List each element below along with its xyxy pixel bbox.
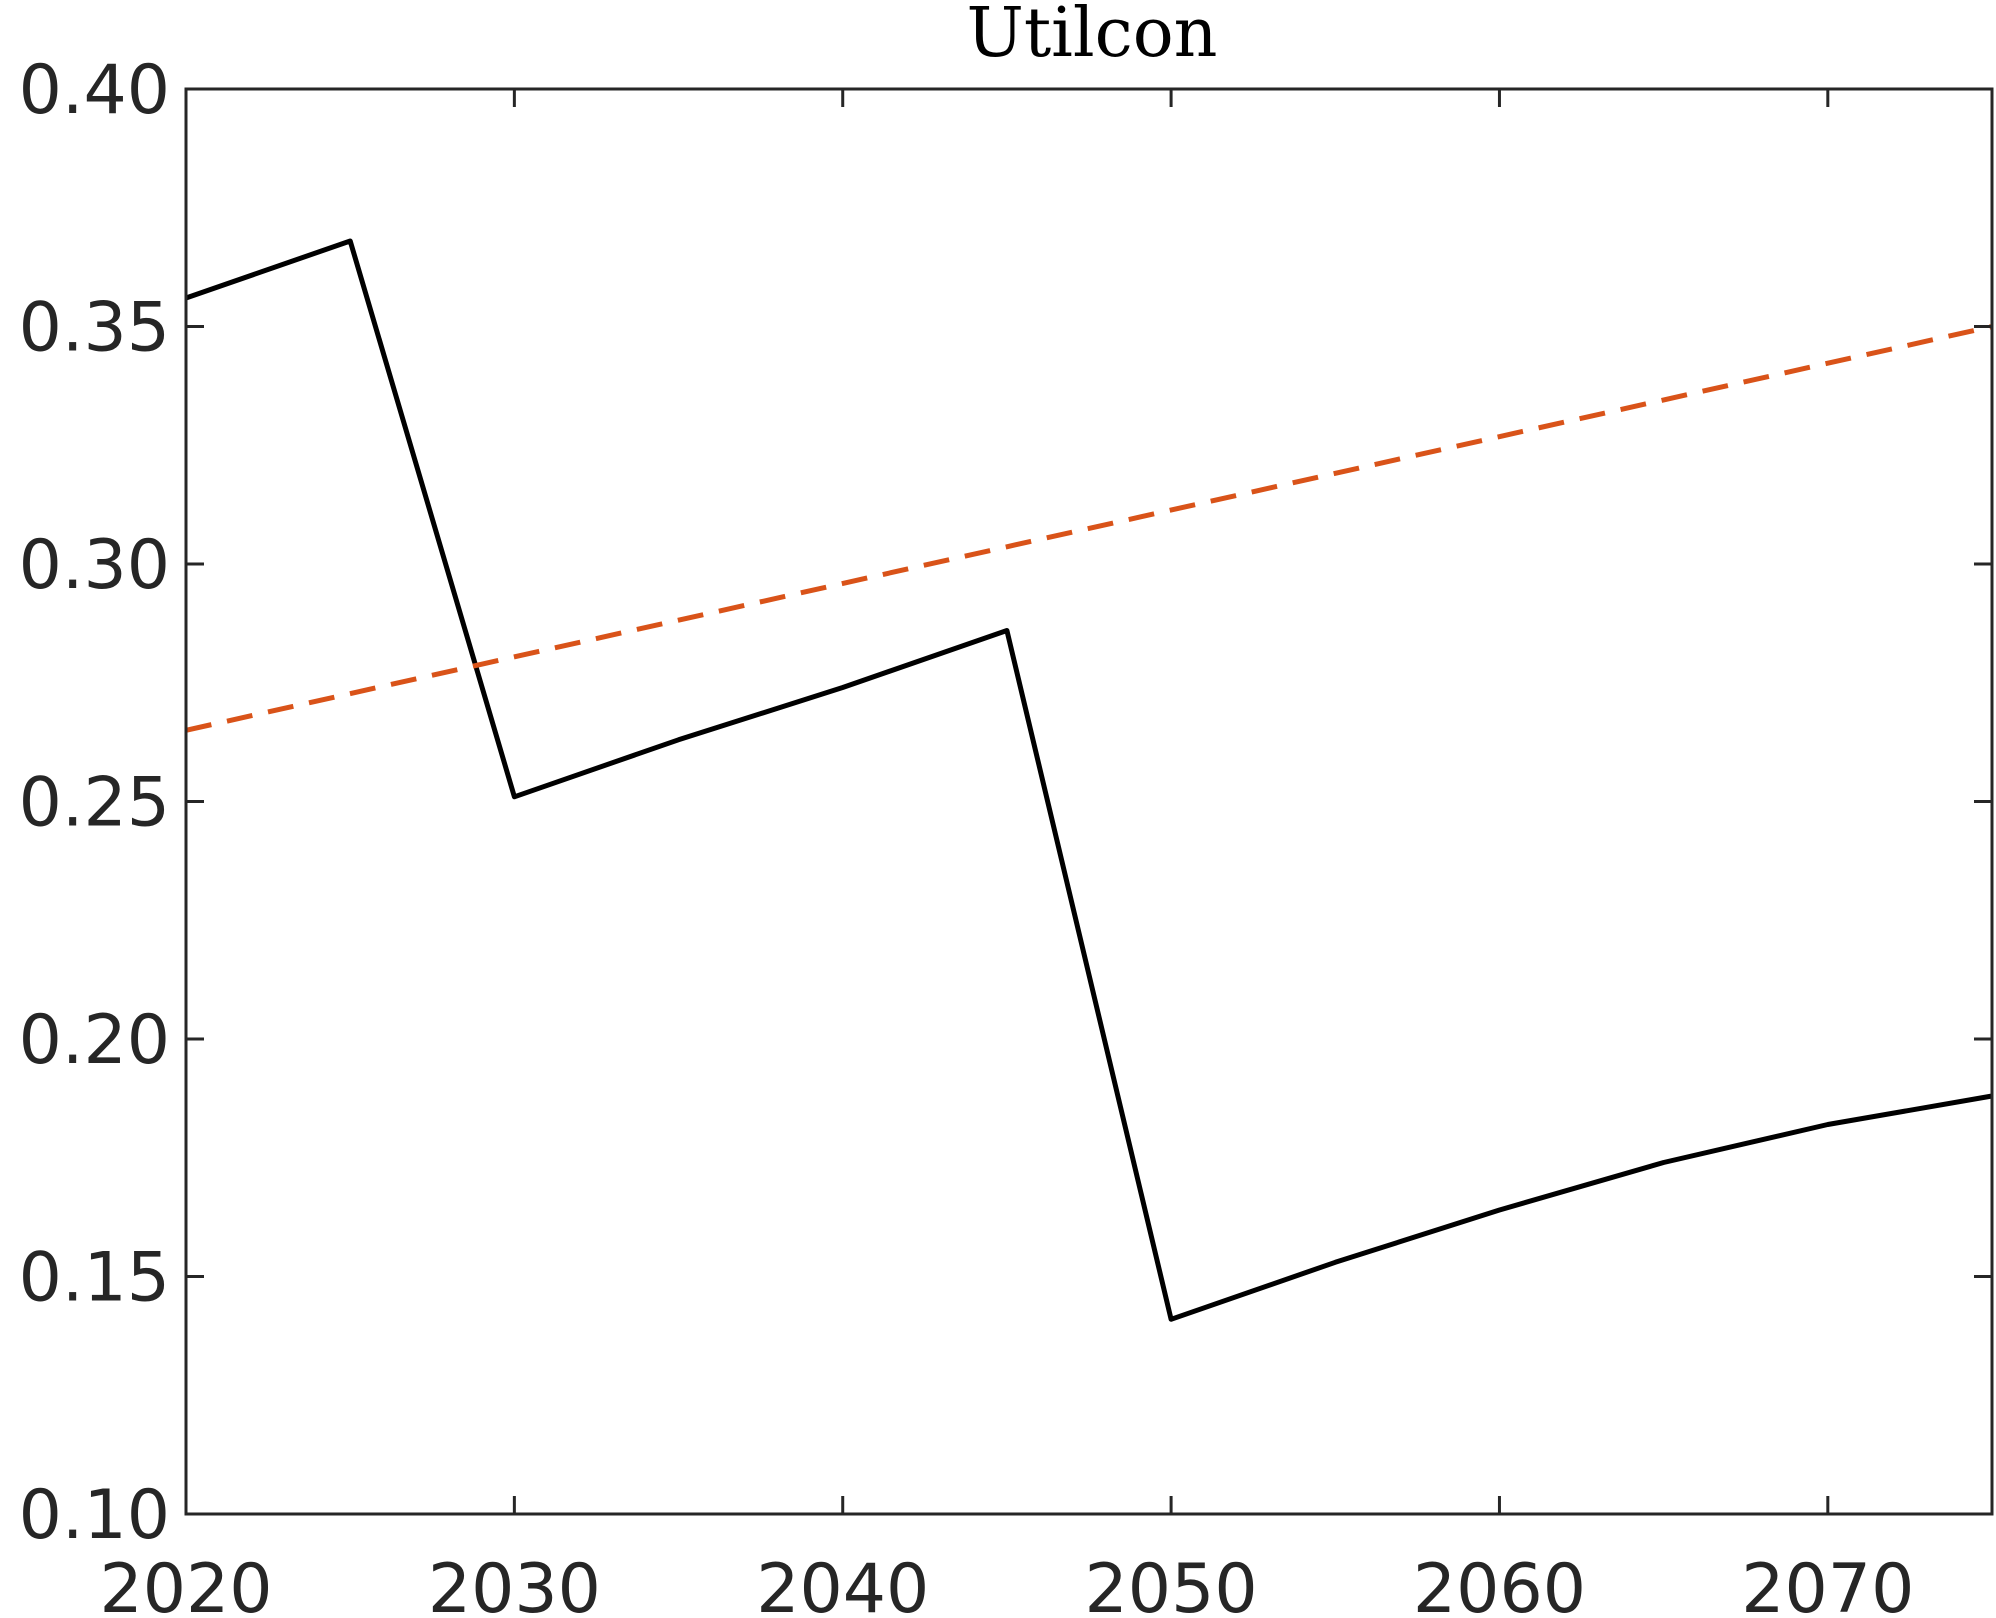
y-tick-label-0.35: 0.35 — [19, 289, 170, 368]
solid-line-series-0 — [185, 238, 1993, 1322]
series-layer — [185, 238, 1993, 1322]
y-tick-label-0.30: 0.30 — [19, 526, 170, 605]
x-tick-label-2040: 2040 — [756, 1550, 929, 1613]
y-tick-label-0.10: 0.10 — [19, 1476, 170, 1555]
y-tick-label-0.40: 0.40 — [19, 51, 170, 130]
x-tick-label-2050: 2050 — [1085, 1550, 1258, 1613]
x-tick-label-2070: 2070 — [1741, 1550, 1914, 1613]
dashed-trend-line-series-1 — [185, 324, 1993, 733]
y-tick-label-0.20: 0.20 — [19, 1001, 170, 1080]
x-tick-label-2060: 2060 — [1413, 1550, 1586, 1613]
x-tick-label-2020: 2020 — [99, 1550, 272, 1613]
axis-layer: 2020 2030 2040 2050 2060 2070 0.10 0.15 0.20 0.25… — [19, 51, 1992, 1618]
x-tick-label-2030: 2030 — [428, 1550, 601, 1613]
plot-frame — [184, 87, 1994, 1516]
y-tick-label-0.25: 0.25 — [19, 764, 170, 843]
chart-title: Utilcon — [967, 0, 1218, 73]
y-tick-label-0.15: 0.15 — [19, 1239, 170, 1318]
